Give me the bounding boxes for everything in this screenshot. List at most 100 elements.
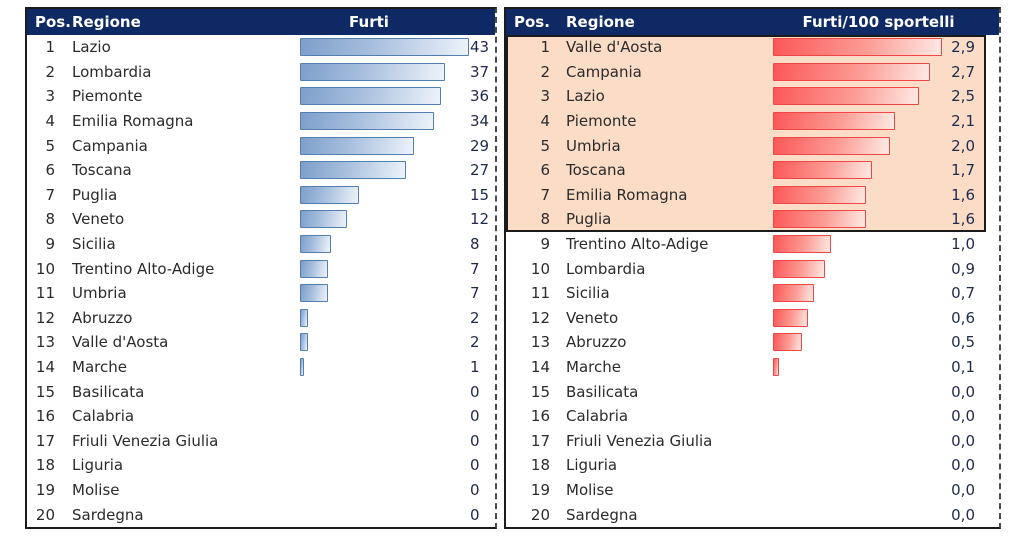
region-cell: Sicilia [72,235,116,254]
bar-cell [300,112,470,131]
bar-cell [773,112,943,131]
value-bar [300,333,308,352]
value-cell: 0 [470,456,480,475]
region-cell: Sicilia [566,284,610,303]
value-cell: 0,7 [951,284,975,303]
table-row: 16 Calabria 0 [27,404,495,429]
table-row: 1 Lazio 43 [27,35,495,60]
value-cell: 2 [470,333,480,352]
value-bar [300,284,328,303]
value-cell: 0,9 [951,259,975,278]
bar-cell [773,87,943,106]
table-row: 9 Sicilia 8 [27,232,495,257]
table-row: 11 Sicilia 0,7 [506,281,999,306]
value-cell: 0,0 [951,407,975,426]
value-cell: 7 [470,284,480,303]
rank-cell: 13 [530,333,550,352]
value-bar [300,185,359,204]
rank-cell: 1 [45,38,55,57]
header-regione: Regione [566,13,635,31]
region-cell: Umbria [566,136,621,155]
header-furti: Furti [349,13,389,31]
rank-cell: 14 [35,358,55,377]
table-row: 4 Emilia Romagna 34 [27,109,495,134]
rank-cell: 12 [35,308,55,327]
value-bar [773,358,779,377]
region-cell: Veneto [566,308,619,327]
value-bar [300,259,328,278]
value-bar [300,308,308,327]
table-row: 17 Friuli Venezia Giulia 0 [27,429,495,454]
table-row: 12 Veneto 0,6 [506,306,999,331]
table-row: 5 Campania 29 [27,133,495,158]
value-cell: 1,7 [951,161,975,180]
rank-cell: 14 [530,358,550,377]
region-cell: Sardegna [566,505,638,524]
region-cell: Friuli Venezia Giulia [72,431,219,450]
rank-cell: 5 [540,136,550,155]
value-cell: 0,0 [951,480,975,499]
value-bar [773,112,896,131]
region-cell: Liguria [72,456,124,475]
rank-cell: 4 [45,112,55,131]
value-bar [300,235,332,254]
rank-cell: 19 [530,480,550,499]
value-bar [300,38,469,57]
table-row: 4 Piemonte 2,1 [506,109,999,134]
rank-cell: 8 [540,210,550,229]
value-cell: 2 [470,308,480,327]
rank-cell: 3 [45,87,55,106]
bar-cell [773,284,943,303]
rank-cell: 20 [35,505,55,524]
value-cell: 0,0 [951,456,975,475]
rank-cell: 3 [540,87,550,106]
rank-cell: 17 [35,431,55,450]
rank-cell: 16 [35,407,55,426]
value-bar [300,62,446,81]
value-cell: 15 [470,185,490,204]
value-cell: 12 [470,210,490,229]
bar-cell [300,185,470,204]
table-furti-per-sportelli: Pos. Regione Furti/100 sportelli 1 Valle… [504,7,1001,529]
bar-cell [773,333,943,352]
table-row: 20 Sardegna 0,0 [506,502,999,527]
region-cell: Lombardia [566,259,646,278]
bar-cell [773,308,943,327]
rank-cell: 11 [35,284,55,303]
value-cell: 27 [470,161,490,180]
value-cell: 0,0 [951,382,975,401]
table-row: 14 Marche 1 [27,355,495,380]
table-row: 13 Valle d'Aosta 2 [27,330,495,355]
value-cell: 29 [470,136,490,155]
rank-cell: 4 [540,112,550,131]
value-bar [773,161,873,180]
rank-cell: 20 [530,505,550,524]
value-cell: 43 [470,38,490,57]
region-cell: Valle d'Aosta [72,333,169,352]
region-cell: Basilicata [566,382,639,401]
value-bar [773,87,919,106]
region-cell: Lazio [72,38,111,57]
table-row: 10 Trentino Alto-Adige 7 [27,256,495,281]
value-cell: 36 [470,87,490,106]
bar-cell [300,38,470,57]
header-pos: Pos. [514,13,550,31]
table-row: 13 Abruzzo 0,5 [506,330,999,355]
table-row: 1 Valle d'Aosta 2,9 [506,35,999,60]
value-bar [773,185,867,204]
value-cell: 0,0 [951,431,975,450]
table-body-furti: 1 Lazio 43 2 Lombardia 37 3 Piemonte 36 … [27,35,495,527]
rank-cell: 10 [530,259,550,278]
region-cell: Toscana [566,161,626,180]
table-row: 6 Toscana 27 [27,158,495,183]
table-row: 8 Puglia 1,6 [506,207,999,232]
region-cell: Abruzzo [72,308,133,327]
table-row: 19 Molise 0,0 [506,478,999,503]
value-bar [300,161,407,180]
table-row: 18 Liguria 0 [27,453,495,478]
rank-cell: 6 [540,161,550,180]
region-cell: Veneto [72,210,125,229]
rank-cell: 18 [530,456,550,475]
bar-cell [300,358,470,377]
